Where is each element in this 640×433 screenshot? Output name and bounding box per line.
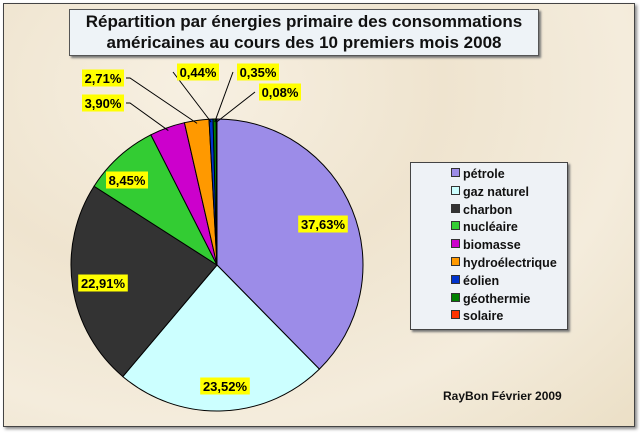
data-label-box-2 (78, 274, 128, 292)
legend-swatch (451, 257, 460, 266)
leader-line-7 (214, 71, 234, 123)
data-label-7: 0,35% (240, 65, 277, 80)
title-line-1: Répartition par énergies primaire des co… (85, 12, 523, 31)
data-label-1: 23,52% (203, 379, 248, 394)
legend-swatch (451, 185, 460, 195)
legend-item: hydroélectrique (451, 256, 557, 270)
data-label-box-0 (298, 215, 348, 233)
legend-label: biomasse (463, 238, 521, 253)
legend-swatch (451, 292, 460, 302)
legend-item: géothermie (451, 292, 530, 306)
data-label-0: 37,63% (301, 217, 346, 232)
data-label-box-4 (82, 94, 124, 112)
legend-item: éolien (451, 274, 499, 288)
chart-title: Répartition par énergies primaire des co… (69, 9, 539, 56)
legend-label: éolien (463, 273, 500, 288)
legend-label: charbon (463, 202, 513, 217)
leader-line-4 (126, 102, 169, 131)
data-label-box-6 (177, 63, 219, 81)
legend: pétrole gaz naturel charbon nucléaire biomas… (410, 162, 568, 330)
data-label-box-8 (259, 83, 301, 101)
leader-line-5 (126, 77, 198, 124)
data-label-8: 0,08% (262, 85, 299, 100)
legend-swatch (451, 274, 460, 284)
data-label-2: 22,91% (81, 276, 126, 291)
leader-line-8 (216, 91, 256, 123)
legend-swatch (451, 310, 460, 320)
legend-label: nucléaire (463, 220, 518, 235)
pie-slice-0 (216, 118, 364, 370)
credit-text: RayBon Février 2009 (443, 389, 562, 403)
legend-swatch (451, 203, 460, 213)
legend-label: hydroélectrique (463, 256, 557, 270)
legend-item: solaire (451, 309, 503, 323)
data-label-box-7 (237, 63, 279, 81)
legend-item: charbon (451, 203, 512, 217)
legend-swatch (451, 168, 460, 177)
pie-slice-1 (122, 264, 321, 412)
pie-slice-2 (70, 185, 218, 378)
data-label-box-3 (106, 171, 148, 189)
data-label-box-1 (200, 377, 250, 395)
legend-item: nucléaire (451, 220, 518, 234)
legend-label: gaz naturel (463, 184, 529, 199)
legend-item: pétrole (451, 167, 505, 181)
legend-swatch (451, 239, 460, 249)
legend-label: solaire (463, 309, 504, 324)
data-label-box-5 (82, 69, 124, 87)
legend-label: pétrole (463, 167, 505, 181)
title-line-2: américaines au cours des 10 premiers moi… (106, 33, 502, 52)
data-label-4: 3,90% (85, 96, 122, 111)
data-label-3: 8,45% (109, 173, 146, 188)
legend-item: biomasse (451, 238, 521, 252)
legend-swatch (451, 221, 460, 231)
data-label-5: 2,71% (85, 71, 122, 86)
legend-item: gaz naturel (451, 185, 529, 199)
legend-label: géothermie (463, 291, 531, 306)
data-label-6: 0,44% (180, 65, 217, 80)
